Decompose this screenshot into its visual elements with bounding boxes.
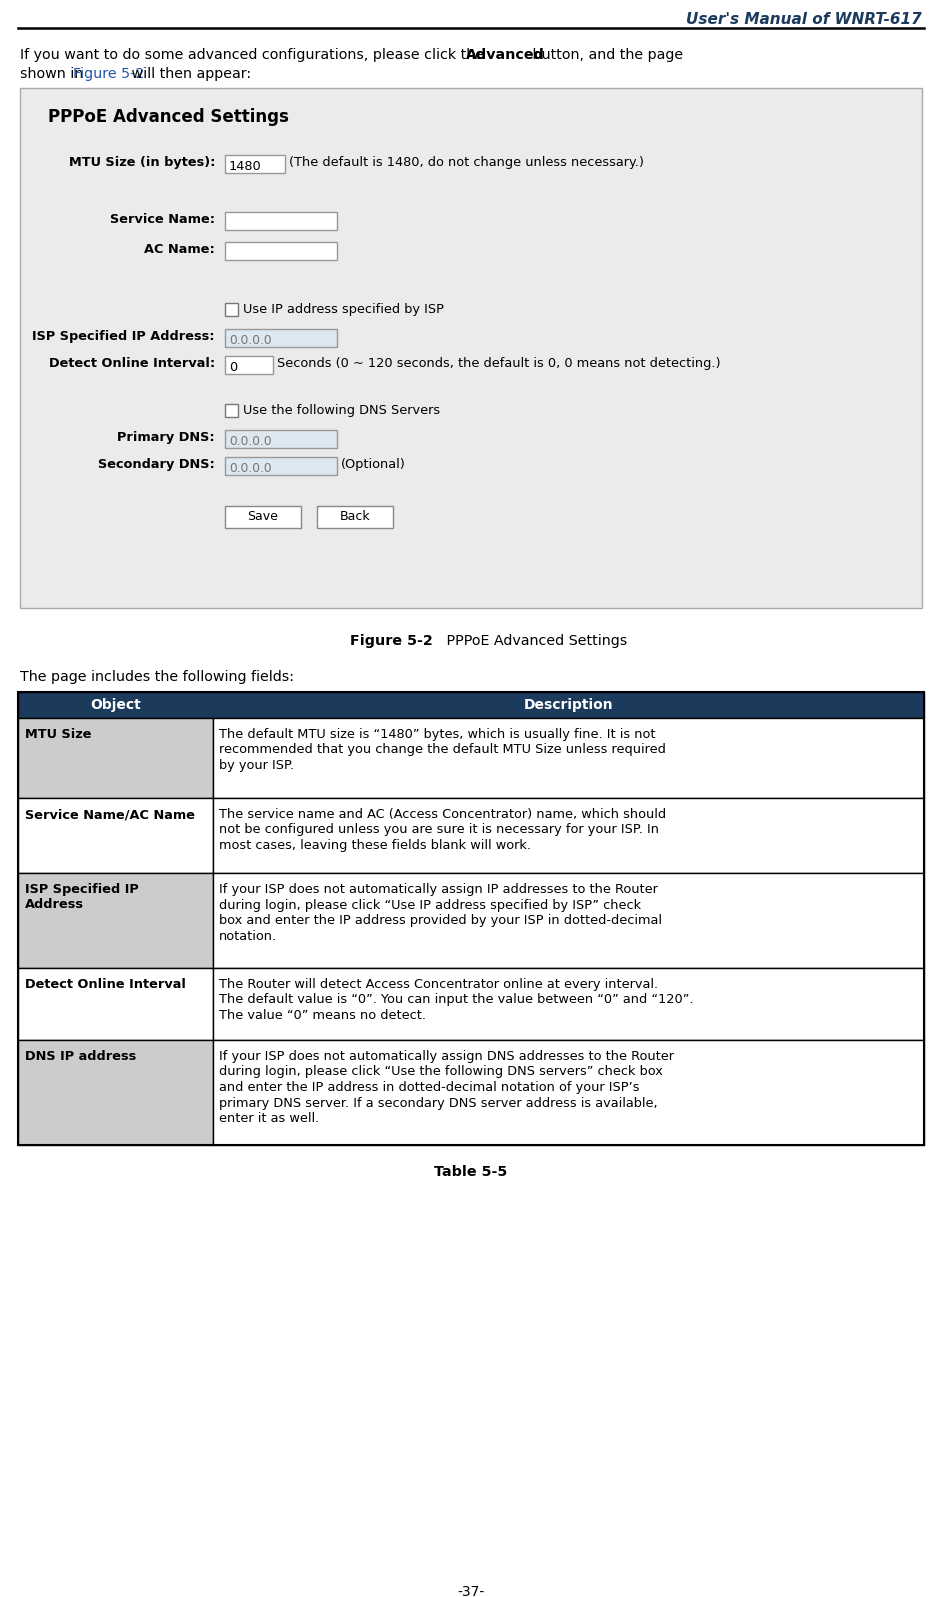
Text: Use the following DNS Servers: Use the following DNS Servers [243, 404, 440, 417]
Text: not be configured unless you are sure it is necessary for your ISP. In: not be configured unless you are sure it… [219, 824, 659, 837]
Bar [225, 404, 238, 417]
Bar [213, 968, 924, 1040]
Bar [225, 329, 337, 347]
Text: The Router will detect Access Concentrator online at every interval.: The Router will detect Access Concentrat… [219, 977, 658, 992]
Text: ISP Specified IP
Address: ISP Specified IP Address [25, 883, 138, 910]
Text: recommended that you change the default MTU Size unless required: recommended that you change the default … [219, 744, 666, 757]
Bar [18, 798, 213, 874]
Bar [225, 356, 273, 374]
Bar [213, 874, 924, 968]
Bar [317, 506, 393, 529]
Text: If you want to do some advanced configurations, please click the: If you want to do some advanced configur… [20, 48, 489, 62]
Text: 0: 0 [229, 361, 237, 374]
Bar [225, 430, 337, 449]
Bar [225, 303, 238, 316]
Text: Service Name:: Service Name: [110, 212, 215, 227]
Bar [225, 212, 337, 230]
Text: The default value is “0”. You can input the value between “0” and “120”.: The default value is “0”. You can input … [219, 993, 693, 1006]
Text: Description: Description [524, 698, 613, 712]
Text: Object: Object [90, 698, 141, 712]
Bar [213, 798, 924, 874]
Bar [213, 719, 924, 798]
Text: Figure 5-2: Figure 5-2 [73, 67, 144, 81]
Text: enter it as well.: enter it as well. [219, 1112, 319, 1124]
Text: Seconds (0 ~ 120 seconds, the default is 0, 0 means not detecting.): Seconds (0 ~ 120 seconds, the default is… [277, 358, 721, 371]
Text: Table 5-5: Table 5-5 [434, 1164, 508, 1179]
Text: Secondary DNS:: Secondary DNS: [98, 458, 215, 471]
Text: PPPoE Advanced Settings: PPPoE Advanced Settings [48, 109, 289, 126]
Text: Service Name/AC Name: Service Name/AC Name [25, 808, 195, 821]
Bar [20, 88, 922, 608]
Text: will then appear:: will then appear: [127, 67, 252, 81]
Text: The service name and AC (Access Concentrator) name, which should: The service name and AC (Access Concentr… [219, 808, 666, 821]
Text: most cases, leaving these fields blank will work.: most cases, leaving these fields blank w… [219, 838, 531, 853]
Text: MTU Size: MTU Size [25, 728, 91, 741]
Text: box and enter the IP address provided by your ISP in dotted-decimal: box and enter the IP address provided by… [219, 913, 662, 926]
Text: and enter the IP address in dotted-decimal notation of your ISP’s: and enter the IP address in dotted-decim… [219, 1081, 640, 1094]
Bar [18, 692, 924, 1145]
Text: Detect Online Interval: Detect Online Interval [25, 977, 186, 992]
Bar [225, 155, 285, 172]
Text: (The default is 1480, do not change unless necessary.): (The default is 1480, do not change unle… [289, 157, 644, 169]
Bar [225, 243, 337, 260]
Text: Back: Back [340, 511, 370, 524]
Bar [18, 719, 213, 798]
Text: shown in: shown in [20, 67, 88, 81]
Text: AC Name:: AC Name: [144, 243, 215, 256]
Text: (Optional): (Optional) [341, 458, 406, 471]
Text: Figure 5-2: Figure 5-2 [350, 634, 433, 648]
Text: The value “0” means no detect.: The value “0” means no detect. [219, 1009, 426, 1022]
Bar [225, 457, 337, 474]
Bar [18, 1040, 213, 1145]
Text: Advanced: Advanced [466, 48, 544, 62]
Text: Use IP address specified by ISP: Use IP address specified by ISP [243, 303, 444, 316]
Text: The page includes the following fields:: The page includes the following fields: [20, 671, 294, 684]
Text: 0.0.0.0: 0.0.0.0 [229, 462, 271, 474]
Text: primary DNS server. If a secondary DNS server address is available,: primary DNS server. If a secondary DNS s… [219, 1097, 658, 1110]
Text: during login, please click “Use the following DNS servers” check box: during login, please click “Use the foll… [219, 1065, 663, 1078]
Bar [18, 968, 213, 1040]
Text: during login, please click “Use IP address specified by ISP” check: during login, please click “Use IP addre… [219, 899, 642, 912]
Text: by your ISP.: by your ISP. [219, 759, 294, 771]
Text: -37-: -37- [458, 1584, 484, 1597]
Text: DNS IP address: DNS IP address [25, 1049, 137, 1064]
Text: notation.: notation. [219, 929, 277, 942]
Text: button, and the page: button, and the page [528, 48, 683, 62]
Text: 0.0.0.0: 0.0.0.0 [229, 334, 271, 347]
Text: 0.0.0.0: 0.0.0.0 [229, 434, 271, 449]
Text: ISP Specified IP Address:: ISP Specified IP Address: [33, 331, 215, 343]
Bar [213, 1040, 924, 1145]
Text: If your ISP does not automatically assign IP addresses to the Router: If your ISP does not automatically assig… [219, 883, 658, 896]
Bar [225, 506, 301, 529]
Text: 1480: 1480 [229, 160, 262, 172]
Bar [18, 874, 213, 968]
Text: PPPoE Advanced Settings: PPPoE Advanced Settings [433, 634, 627, 648]
Text: User's Manual of WNRT-617: User's Manual of WNRT-617 [687, 13, 922, 27]
Text: Detect Online Interval:: Detect Online Interval: [49, 358, 215, 371]
Bar [18, 692, 924, 719]
Text: Primary DNS:: Primary DNS: [118, 431, 215, 444]
Text: The default MTU size is “1480” bytes, which is usually fine. It is not: The default MTU size is “1480” bytes, wh… [219, 728, 656, 741]
Text: Save: Save [248, 511, 279, 524]
Text: If your ISP does not automatically assign DNS addresses to the Router: If your ISP does not automatically assig… [219, 1049, 674, 1064]
Text: MTU Size (in bytes):: MTU Size (in bytes): [69, 157, 215, 169]
